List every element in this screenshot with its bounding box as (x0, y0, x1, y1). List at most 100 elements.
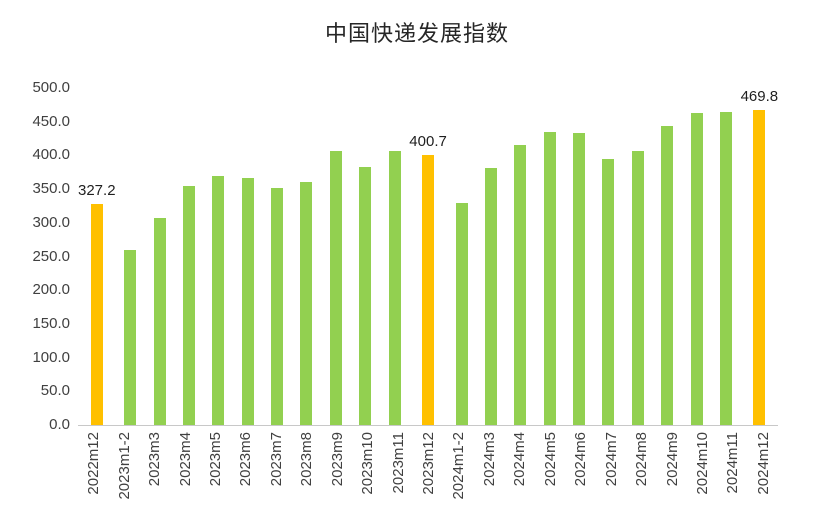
x-tick-slot: 2024m12 (748, 430, 778, 526)
bar (359, 166, 372, 425)
x-tick-slot: 2024m4 (504, 430, 534, 526)
bar (661, 126, 674, 425)
bar (241, 178, 254, 425)
x-tick-slot: 2023m1-2 (108, 430, 138, 526)
x-tick-label: 2024m1-2 (450, 432, 468, 500)
x-tick-label: 2024m10 (693, 432, 711, 495)
bars-container: 327.2 400.7 469.8 (78, 88, 778, 425)
x-tick-label: 2023m8 (298, 432, 316, 487)
bar-slot (145, 88, 174, 425)
x-tick-slot: 2023m7 (261, 430, 291, 526)
x-tick-label: 2024m9 (663, 432, 681, 487)
bar-slot (506, 88, 535, 425)
bar-slot (380, 88, 409, 425)
y-axis: 0.0 50.0 100.0 150.0 200.0 250.0 300.0 350.0 400… (10, 79, 70, 433)
bar-slot (174, 88, 203, 425)
x-tick-slot: 2024m3 (474, 430, 504, 526)
bar-value-label: 327.2 (78, 182, 116, 200)
bar-slot (476, 88, 505, 425)
y-tick-label: 200.0 (32, 281, 70, 299)
bar (573, 133, 586, 425)
x-tick-label: 2022m12 (85, 432, 103, 495)
x-tick-label: 2023m10 (359, 432, 377, 495)
bar-slot (711, 88, 740, 425)
x-tick-slot: 2024m6 (565, 430, 595, 526)
x-tick-label: 2024m5 (541, 432, 559, 487)
x-tick-slot: 2024m8 (626, 430, 656, 526)
x-tick-label: 2024m11 (724, 432, 742, 494)
bar (153, 218, 166, 425)
bar (543, 132, 556, 425)
y-tick-label: 250.0 (32, 247, 70, 265)
bar-slot (564, 88, 593, 425)
x-tick-slot: 2023m11 (382, 430, 412, 526)
x-tick-slot: 2024m1-2 (443, 430, 473, 526)
x-tick-slot: 2023m4 (169, 430, 199, 526)
x-tick-slot: 2022m12 (78, 430, 108, 526)
bar-slot: 469.8 (740, 88, 779, 425)
bar-value-label: 469.8 (740, 88, 779, 105)
bar (602, 159, 615, 425)
x-tick-label: 2023m6 (237, 432, 255, 487)
x-tick-slot: 2023m10 (352, 430, 382, 526)
x-tick-slot: 2023m3 (139, 430, 169, 526)
x-tick-label: 2024m7 (602, 432, 620, 487)
bar-value-label: 400.7 (409, 132, 447, 150)
bar (271, 188, 284, 425)
bar-slot (204, 88, 233, 425)
x-tick-label: 2023m1-2 (115, 432, 133, 500)
x-tick-label: 2024m3 (480, 432, 498, 487)
y-tick-label: 450.0 (32, 112, 70, 130)
bar-slot (262, 88, 291, 425)
bar (329, 151, 342, 425)
bar-slot: 327.2 (78, 88, 116, 425)
x-tick-label: 2023m12 (420, 432, 438, 495)
bar (719, 112, 732, 425)
bar-slot (623, 88, 652, 425)
bar (631, 150, 644, 425)
y-tick-label: 300.0 (32, 213, 70, 231)
x-tick-slot: 2024m11 (717, 430, 747, 526)
bar (90, 204, 103, 425)
bar (514, 144, 527, 425)
bar-slot (535, 88, 564, 425)
x-tick-label: 2023m5 (206, 432, 224, 487)
bar-slot (233, 88, 262, 425)
x-tick-slot: 2023m8 (291, 430, 321, 526)
bar (300, 182, 313, 425)
bar (388, 150, 401, 425)
x-tick-label: 2023m7 (267, 432, 285, 487)
x-tick-slot: 2024m5 (535, 430, 565, 526)
bar (212, 175, 225, 425)
y-tick-label: 100.0 (32, 348, 70, 366)
x-tick-label: 2024m8 (633, 432, 651, 487)
bar-slot (594, 88, 623, 425)
x-tick-slot: 2023m6 (230, 430, 260, 526)
x-tick-label: 2024m12 (754, 432, 772, 495)
bar-slot (321, 88, 350, 425)
y-tick-label: 500.0 (32, 79, 70, 96)
bar (182, 185, 195, 425)
bar-slot (351, 88, 380, 425)
x-tick-label: 2023m9 (328, 432, 346, 487)
bar-slot (682, 88, 711, 425)
x-tick-slot: 2023m12 (413, 430, 443, 526)
x-tick-slot: 2023m5 (200, 430, 230, 526)
x-tick-slot: 2024m10 (687, 430, 717, 526)
bar (455, 203, 468, 425)
y-tick-label: 150.0 (32, 314, 70, 332)
y-tick-label: 50.0 (40, 382, 70, 400)
y-tick-label: 350.0 (32, 180, 70, 198)
y-tick-label: 400.0 (32, 146, 70, 164)
x-tick-slot: 2023m9 (322, 430, 352, 526)
bar-slot (292, 88, 321, 425)
bar (690, 112, 703, 425)
x-tick-slot: 2024m9 (656, 430, 686, 526)
x-tick-label: 2024m4 (511, 432, 529, 487)
plot-area: 327.2 400.7 469.8 (78, 88, 778, 426)
bar-slot (116, 88, 145, 425)
bar (484, 168, 497, 425)
bar-slot: 400.7 (409, 88, 447, 425)
bar (753, 110, 766, 425)
